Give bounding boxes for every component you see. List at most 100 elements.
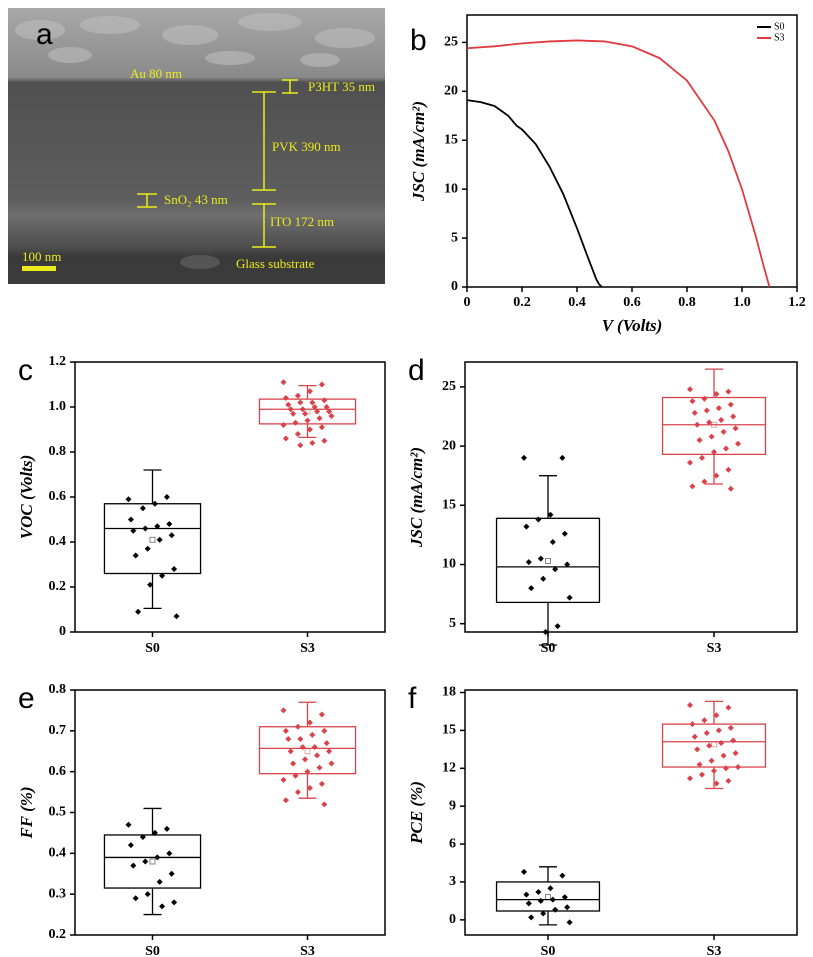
data-point (728, 402, 734, 408)
y-tick-label: 0.2 (49, 579, 67, 594)
panel-letter: d (408, 354, 425, 387)
y-axis-label: JSC (mA/cm²) (407, 447, 426, 548)
data-point (295, 431, 301, 437)
data-point (728, 725, 734, 731)
x-tick-label: 0.8 (678, 295, 696, 310)
x-tick-label: 0.2 (513, 295, 531, 310)
x-tick-label: 0.4 (568, 295, 586, 310)
y-tick-label: 15 (444, 132, 458, 147)
data-point (552, 907, 558, 913)
data-point (562, 531, 568, 537)
x-tick-label: S3 (300, 944, 315, 957)
layer-label: SnO₂ 43 nm (164, 192, 228, 207)
data-point (157, 879, 163, 885)
mean-marker (150, 537, 155, 542)
plot-frame (465, 362, 797, 632)
data-point (140, 505, 146, 511)
y-tick-label: 0 (59, 624, 66, 639)
data-point (159, 903, 165, 909)
figure: a Au 80 nm P3HT 35 nm PVK 390 nm SnO₂ 43… (0, 0, 813, 957)
data-point (166, 521, 172, 527)
data-point (721, 753, 727, 759)
y-tick-label: 18 (442, 685, 456, 700)
data-point (142, 526, 148, 532)
data-point (171, 566, 177, 572)
data-point (521, 869, 527, 875)
layer-label: P3HT 35 nm (308, 79, 375, 94)
data-point (283, 395, 289, 401)
y-tick-label: 0.6 (49, 489, 67, 504)
data-point (535, 889, 541, 895)
y-axis-label: FF (%) (17, 786, 36, 839)
data-point (133, 553, 139, 559)
data-point (302, 756, 308, 762)
data-point (521, 455, 527, 461)
plot-frame (75, 362, 385, 632)
data-point (559, 873, 565, 879)
data-point (725, 705, 731, 711)
y-axis-label: VOC (Volts) (17, 455, 36, 540)
data-point (169, 532, 175, 538)
data-point (324, 740, 330, 746)
data-point (319, 712, 325, 718)
data-point (317, 765, 323, 771)
legend-label: S0 (774, 21, 785, 32)
data-point (319, 382, 325, 388)
mean-marker (546, 895, 551, 900)
data-point (145, 546, 151, 552)
data-point (550, 539, 556, 545)
data-point (709, 758, 715, 764)
data-point (309, 732, 315, 738)
data-point (733, 750, 739, 756)
data-point (317, 415, 323, 421)
data-point (555, 623, 561, 629)
data-point (526, 559, 532, 565)
box (104, 835, 200, 888)
data-point (321, 728, 327, 734)
data-point (145, 891, 151, 897)
box (259, 727, 355, 774)
data-point (567, 919, 573, 925)
data-point (718, 417, 724, 423)
data-point (321, 438, 327, 444)
data-point (721, 429, 727, 435)
data-point (701, 396, 707, 402)
data-point (166, 850, 172, 856)
data-point (295, 393, 301, 399)
plot-frame (467, 15, 797, 287)
y-tick-label: 1.0 (49, 399, 67, 414)
x-tick-label: S0 (145, 944, 160, 957)
data-point (128, 517, 134, 523)
data-point (281, 379, 287, 385)
y-tick-label: 0 (449, 912, 456, 927)
data-point (538, 556, 544, 562)
data-point (321, 397, 327, 403)
y-tick-label: 25 (442, 379, 456, 394)
data-point (297, 442, 303, 448)
sem-image: a Au 80 nm P3HT 35 nm PVK 390 nm SnO₂ 43… (8, 8, 385, 284)
scale-label: 100 nm (22, 249, 61, 264)
x-tick-label: S0 (541, 944, 556, 957)
y-tick-label: 10 (444, 181, 458, 196)
data-point (528, 914, 534, 920)
data-point (687, 702, 693, 708)
plot-frame (465, 690, 797, 935)
data-point (528, 585, 534, 591)
panel-letter: f (408, 682, 417, 715)
data-point (692, 410, 698, 416)
y-tick-label: 0.4 (49, 846, 67, 861)
x-tick-label: S3 (300, 641, 315, 656)
y-tick-label: 15 (442, 723, 456, 738)
data-point (704, 408, 710, 414)
y-tick-label: 0.2 (49, 927, 67, 942)
scale-bar (22, 266, 56, 271)
layer-label: Glass substrate (236, 256, 315, 271)
data-point (164, 826, 170, 832)
y-tick-label: 5 (451, 230, 458, 245)
data-point (283, 436, 289, 442)
box (497, 882, 600, 911)
x-tick-label: S3 (707, 944, 722, 957)
data-point (133, 895, 139, 901)
data-point (297, 736, 303, 742)
data-point (725, 389, 731, 395)
